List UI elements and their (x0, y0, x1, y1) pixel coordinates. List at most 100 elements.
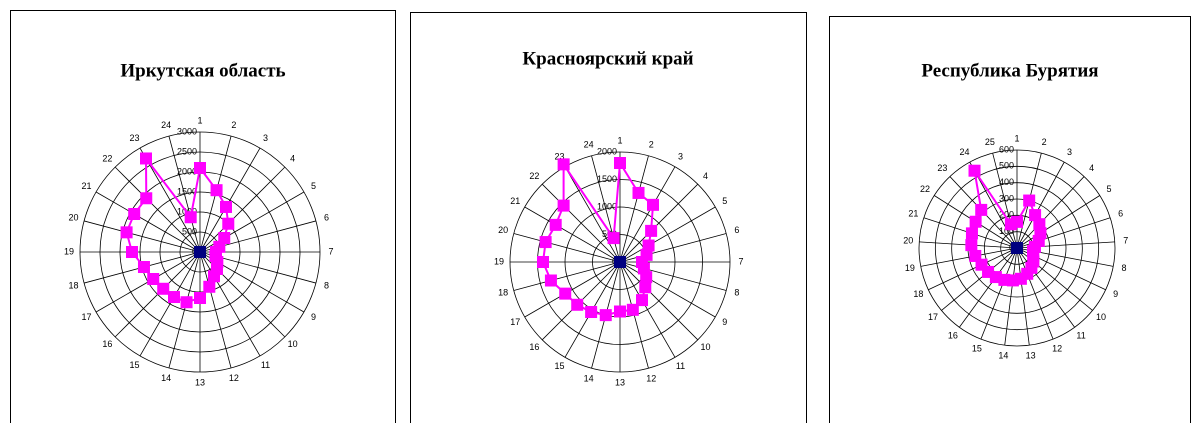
category-label: 21 (908, 209, 918, 219)
category-label: 9 (722, 317, 727, 327)
spoke (1016, 247, 1030, 346)
category-label: 13 (195, 377, 205, 387)
category-label: 24 (959, 147, 969, 157)
category-label: 6 (1118, 209, 1123, 219)
marker (128, 208, 141, 220)
marker (1023, 194, 1036, 207)
category-label: 18 (68, 280, 78, 290)
marker (157, 282, 170, 295)
category-label: 19 (64, 246, 74, 256)
marker (140, 192, 153, 205)
spoke (513, 233, 621, 263)
category-label: 16 (948, 331, 958, 341)
marker (537, 256, 549, 268)
spoke (980, 247, 1018, 340)
marker (557, 199, 570, 212)
marker (1029, 209, 1042, 222)
category-label: 8 (324, 280, 329, 290)
spoke (1016, 195, 1100, 249)
spoke (564, 166, 621, 263)
category-label: 20 (498, 225, 508, 235)
spoke (619, 166, 676, 263)
r-tick-label: 1500 (597, 174, 617, 184)
marker (210, 184, 223, 197)
category-label: 8 (1122, 263, 1127, 273)
marker (559, 287, 572, 300)
category-label: 17 (82, 312, 92, 322)
category-label: 21 (82, 181, 92, 191)
marker (140, 152, 152, 165)
marker (969, 215, 982, 228)
spoke (619, 261, 699, 341)
r-tick-label: 600 (999, 144, 1014, 154)
category-label: 15 (129, 360, 139, 370)
spoke (524, 261, 621, 318)
marker (544, 274, 557, 287)
category-label: 4 (703, 171, 708, 181)
marker (636, 294, 648, 307)
marker (194, 162, 206, 174)
spoke (619, 155, 649, 263)
r-tick-label: 300 (999, 193, 1014, 203)
marker (557, 158, 570, 171)
spoke (1016, 161, 1065, 249)
category-label: 2 (231, 120, 236, 130)
marker (642, 239, 655, 252)
marker (147, 273, 160, 285)
spoke (168, 251, 201, 369)
category-label: 24 (584, 139, 594, 149)
category-label: 17 (928, 312, 938, 322)
category-label: 7 (738, 256, 743, 266)
category-label: 9 (311, 312, 316, 322)
marker (168, 291, 180, 304)
spoke (541, 183, 621, 263)
r-tick-label: 500 (999, 161, 1014, 171)
category-label: 11 (1076, 331, 1085, 341)
category-label: 20 (68, 212, 78, 222)
category-label: 4 (1089, 163, 1094, 173)
category-label: 14 (584, 373, 594, 383)
chart-title: Иркутская область (120, 60, 285, 81)
r-tick-label: 2000 (177, 166, 197, 176)
category-label: 1 (617, 135, 622, 145)
marker (614, 256, 626, 268)
marker (120, 226, 133, 239)
spoke (619, 206, 716, 263)
r-tick-label: 100 (999, 226, 1014, 236)
chart-title: Республика Бурятия (921, 60, 1098, 81)
category-label: 19 (494, 256, 504, 266)
r-tick-label: 200 (999, 210, 1014, 220)
marker (632, 186, 645, 199)
marker (626, 303, 639, 316)
category-label: 1 (197, 115, 202, 125)
marker (614, 157, 626, 169)
marker (645, 224, 658, 237)
category-label: 3 (263, 133, 268, 143)
spoke (199, 251, 261, 357)
category-label: 5 (1107, 184, 1112, 194)
category-label: 18 (498, 288, 508, 298)
category-label: 25 (985, 137, 995, 147)
r-tick-label: 500 (182, 226, 197, 236)
category-label: 13 (615, 377, 625, 387)
marker (203, 280, 216, 293)
spoke (83, 220, 201, 253)
marker (222, 217, 235, 230)
spoke (524, 206, 621, 263)
marker (647, 198, 659, 211)
r-tick-label: 400 (999, 177, 1014, 187)
category-label: 4 (290, 154, 295, 164)
marker (194, 292, 206, 304)
category-label: 14 (998, 351, 1008, 361)
category-label: 9 (1113, 289, 1118, 299)
category-label: 8 (734, 288, 739, 298)
marker (965, 239, 978, 252)
spoke (992, 152, 1018, 249)
category-label: 13 (1026, 351, 1036, 361)
marker (208, 270, 220, 283)
marker (137, 261, 150, 274)
spoke (168, 135, 201, 253)
category-label: 24 (161, 120, 171, 130)
r-tick-label: 1500 (177, 186, 197, 196)
spoke (95, 191, 201, 253)
